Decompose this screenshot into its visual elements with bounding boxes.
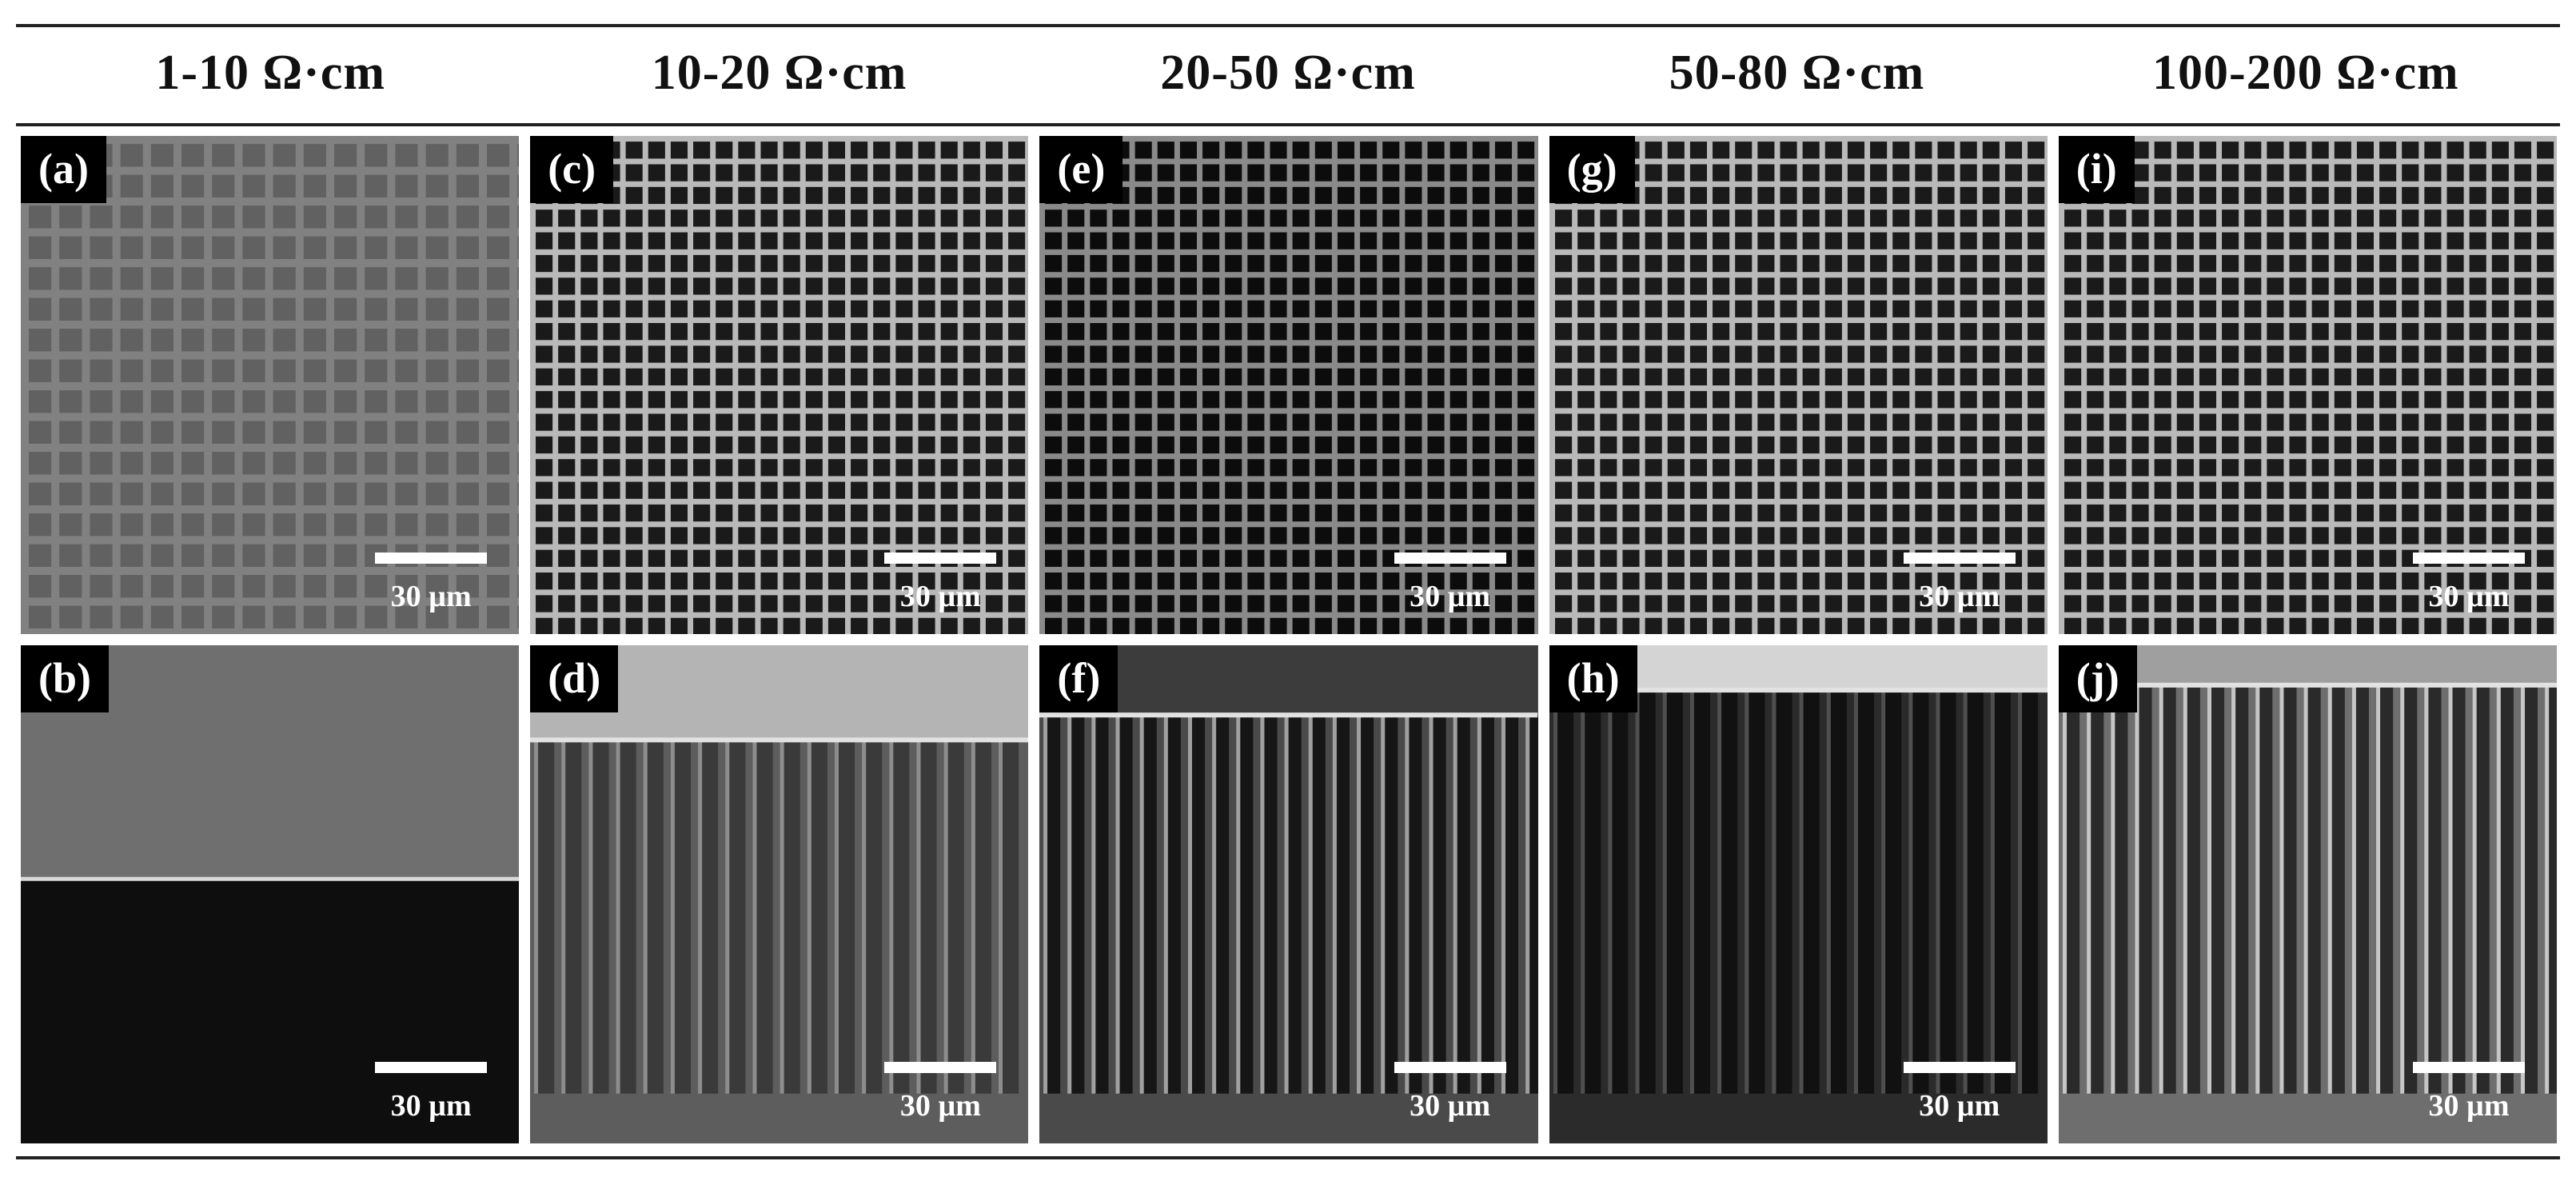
- top-rule: [16, 24, 2560, 27]
- panel-f: (f) 30 µm: [1039, 645, 1538, 1143]
- panel-j: (j) 30 µm: [2058, 645, 2557, 1143]
- scale-bar: 30 µm: [884, 553, 997, 613]
- sem-micrograph: [1039, 645, 1538, 1143]
- scale-bar: 30 µm: [1394, 1062, 1506, 1121]
- scale-label: 30 µm: [390, 1089, 472, 1123]
- panel-label: (f): [1039, 645, 1119, 712]
- panel-h: (h) 30 µm: [1549, 645, 2048, 1143]
- sem-micrograph: [21, 645, 520, 1143]
- panel-label: (e): [1039, 136, 1123, 203]
- panel-b: (b) 30 µm: [21, 645, 520, 1143]
- column-heading-4: 50-80 Ω·cm: [1669, 45, 1925, 100]
- panel-i: (i) 30 µm: [2058, 136, 2557, 634]
- scale-bar: 30 µm: [2413, 553, 2525, 612]
- sem-image-grid: (a) 30 µm (c) 30 µm (e) 30 µm (g) 30 µm …: [21, 136, 2557, 1143]
- column-heading-1: 1-10 Ω·cm: [155, 45, 386, 100]
- scale-label: 30 µm: [390, 580, 472, 613]
- sem-micrograph: [21, 136, 520, 634]
- bottom-rule: [16, 1156, 2560, 1159]
- panel-e: (e) 30 µm: [1039, 136, 1538, 634]
- scale-bar: 30 µm: [1903, 553, 2016, 613]
- panel-label: (i): [2058, 136, 2135, 203]
- scale-label: 30 µm: [1919, 580, 2000, 613]
- scale-bar: 30 µm: [2413, 1062, 2525, 1121]
- scale-bar: 30 µm: [375, 553, 488, 613]
- panel-label: (g): [1549, 136, 1635, 203]
- panel-c: (c) 30 µm: [530, 136, 1029, 634]
- panel-d: (d) 30 µm: [530, 645, 1029, 1143]
- sem-micrograph: [1549, 136, 2048, 634]
- panel-label: (a): [21, 136, 106, 203]
- panel-label: (j): [2058, 645, 2137, 712]
- scale-label: 30 µm: [2428, 580, 2510, 613]
- sem-micrograph: [1549, 645, 2048, 1143]
- column-heading-3: 20-50 Ω·cm: [1160, 45, 1416, 100]
- header-rule: [16, 123, 2560, 126]
- scale-label: 30 µm: [1410, 580, 1491, 613]
- scale-bar: 30 µm: [1394, 553, 1506, 612]
- sem-micrograph: [2058, 136, 2557, 634]
- panel-label: (c): [530, 136, 614, 203]
- sem-micrograph: [1039, 136, 1538, 634]
- panel-label: (b): [21, 645, 109, 712]
- scale-label: 30 µm: [899, 1089, 981, 1123]
- panel-g: (g) 30 µm: [1549, 136, 2048, 634]
- scale-bar: 30 µm: [1903, 1062, 2016, 1123]
- scale-label: 30 µm: [1919, 1089, 2000, 1123]
- panel-label: (d): [530, 645, 619, 712]
- scale-label: 30 µm: [2428, 1089, 2510, 1123]
- column-headers: 1-10 Ω·cm 10-20 Ω·cm 20-50 Ω·cm 50-80 Ω·…: [16, 29, 2560, 117]
- sem-micrograph: [530, 136, 1029, 634]
- scale-label: 30 µm: [899, 580, 981, 613]
- sem-micrograph: [530, 645, 1029, 1143]
- scale-bar: 30 µm: [375, 1062, 488, 1123]
- column-heading-5: 100-200 Ω·cm: [2152, 45, 2459, 100]
- panel-label: (h): [1549, 645, 1637, 712]
- column-heading-2: 10-20 Ω·cm: [651, 45, 907, 100]
- scale-label: 30 µm: [1410, 1089, 1491, 1123]
- panel-a: (a) 30 µm: [21, 136, 520, 634]
- scale-bar: 30 µm: [884, 1062, 997, 1123]
